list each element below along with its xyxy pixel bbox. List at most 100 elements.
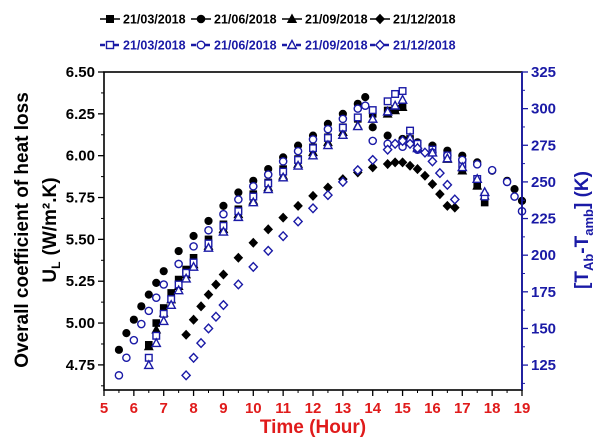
data-point	[234, 195, 243, 204]
data-point	[352, 120, 364, 131]
y2-axis-label-text: [TAb-Tamb] (K)	[572, 171, 596, 289]
data-point	[502, 177, 512, 187]
data-point	[262, 183, 274, 194]
data-point	[151, 293, 161, 302]
x-tick-label: 17	[454, 400, 471, 417]
data-point	[367, 154, 378, 166]
y-tick-label: 5.00	[66, 315, 95, 332]
ul-subscript: L	[49, 262, 63, 269]
x-tick-label: 19	[514, 400, 531, 417]
data-point	[397, 94, 408, 104]
x-tick-label: 9	[219, 400, 227, 417]
legend-marker	[286, 39, 298, 50]
legend-marker	[375, 13, 385, 25]
data-point	[442, 200, 453, 211]
x-tick-label: 10	[245, 400, 262, 417]
y2-axis-label: [TAb-Tamb] (K)	[572, 171, 596, 289]
y-axis-label: Overall coefficient of heat loss UL (W/m².…	[12, 92, 63, 368]
y-tick-label: 4.75	[66, 357, 95, 374]
legend-label: 21/12/2018	[393, 39, 456, 53]
x-tick-label: 8	[189, 400, 197, 417]
data-point	[263, 224, 274, 235]
data-point	[450, 202, 460, 213]
y-tick-label: 6.50	[66, 64, 95, 81]
legend-label: 21/03/2018	[123, 39, 186, 53]
data-point	[449, 194, 460, 205]
data-point	[248, 237, 259, 248]
data-point	[419, 147, 431, 158]
data-point	[353, 113, 362, 122]
data-point	[122, 328, 131, 338]
data-point	[174, 259, 183, 269]
data-point	[278, 230, 289, 242]
x-tick-label: 16	[424, 400, 441, 417]
y2-tick-label: 250	[531, 174, 556, 191]
series-layer	[114, 87, 527, 381]
data-point	[471, 173, 483, 183]
data-point	[152, 278, 161, 287]
data-point	[158, 315, 169, 326]
y-tick-label: 6.00	[66, 148, 95, 165]
y-tick-label: 5.50	[66, 231, 95, 248]
legend-item: 21/06/2018	[191, 13, 277, 27]
data-point	[292, 160, 304, 170]
legend-marker	[374, 39, 386, 51]
data-point	[435, 189, 445, 200]
data-point	[405, 160, 415, 171]
data-point	[337, 176, 348, 188]
series-3-ul	[181, 157, 460, 340]
data-point	[248, 196, 259, 207]
data-point	[137, 302, 146, 311]
legend-item: 21/03/2018	[100, 13, 186, 27]
series-5-temp-diff	[114, 101, 527, 380]
data-point	[472, 160, 482, 169]
x-tick-label: 5	[100, 400, 108, 417]
data-point	[188, 261, 199, 271]
y2-tick-label: 150	[531, 320, 556, 337]
data-point	[353, 104, 363, 113]
data-point	[472, 180, 483, 190]
x-tick-label: 7	[160, 400, 168, 417]
legend-item: 21/09/2018	[282, 13, 368, 27]
data-point	[188, 352, 199, 364]
data-point	[368, 123, 377, 132]
data-point	[322, 139, 334, 150]
data-point	[233, 211, 244, 222]
legend-item: 21/06/2018	[191, 39, 277, 53]
data-point	[143, 359, 155, 370]
legend-label: 21/06/2018	[214, 13, 277, 27]
data-point	[307, 202, 319, 214]
data-point	[412, 142, 423, 154]
data-point	[457, 161, 468, 172]
series-6-temp-diff	[143, 94, 490, 370]
y2-tick-label: 200	[531, 247, 556, 264]
y2-tick-label: 275	[531, 137, 556, 154]
data-point	[203, 323, 214, 334]
data-point	[129, 315, 138, 324]
data-point	[383, 97, 392, 106]
y2-label-subscript: amb	[581, 209, 596, 236]
data-point	[427, 179, 438, 190]
y2-label-part: -T	[572, 235, 593, 253]
legend-marker	[196, 14, 206, 24]
data-point	[218, 225, 229, 236]
data-point	[218, 299, 229, 311]
data-point	[427, 156, 438, 167]
data-point	[143, 341, 154, 351]
series-1-ul	[114, 93, 527, 354]
data-point	[248, 182, 258, 191]
legend-label: 21/12/2018	[393, 13, 456, 27]
ul-symbol: U	[40, 269, 61, 283]
y2-tick-label: 175	[531, 284, 556, 301]
y2-label-subscript: Ab	[581, 254, 596, 271]
data-point	[390, 138, 401, 150]
x-tick-label: 12	[305, 400, 322, 417]
y-axis-label-line1: Overall coefficient of heat loss	[12, 92, 33, 368]
data-point	[360, 101, 370, 111]
data-point	[367, 162, 378, 173]
data-point	[322, 189, 333, 201]
data-point	[204, 225, 213, 235]
data-point	[308, 135, 318, 144]
data-point	[382, 105, 393, 116]
data-point	[337, 129, 349, 140]
